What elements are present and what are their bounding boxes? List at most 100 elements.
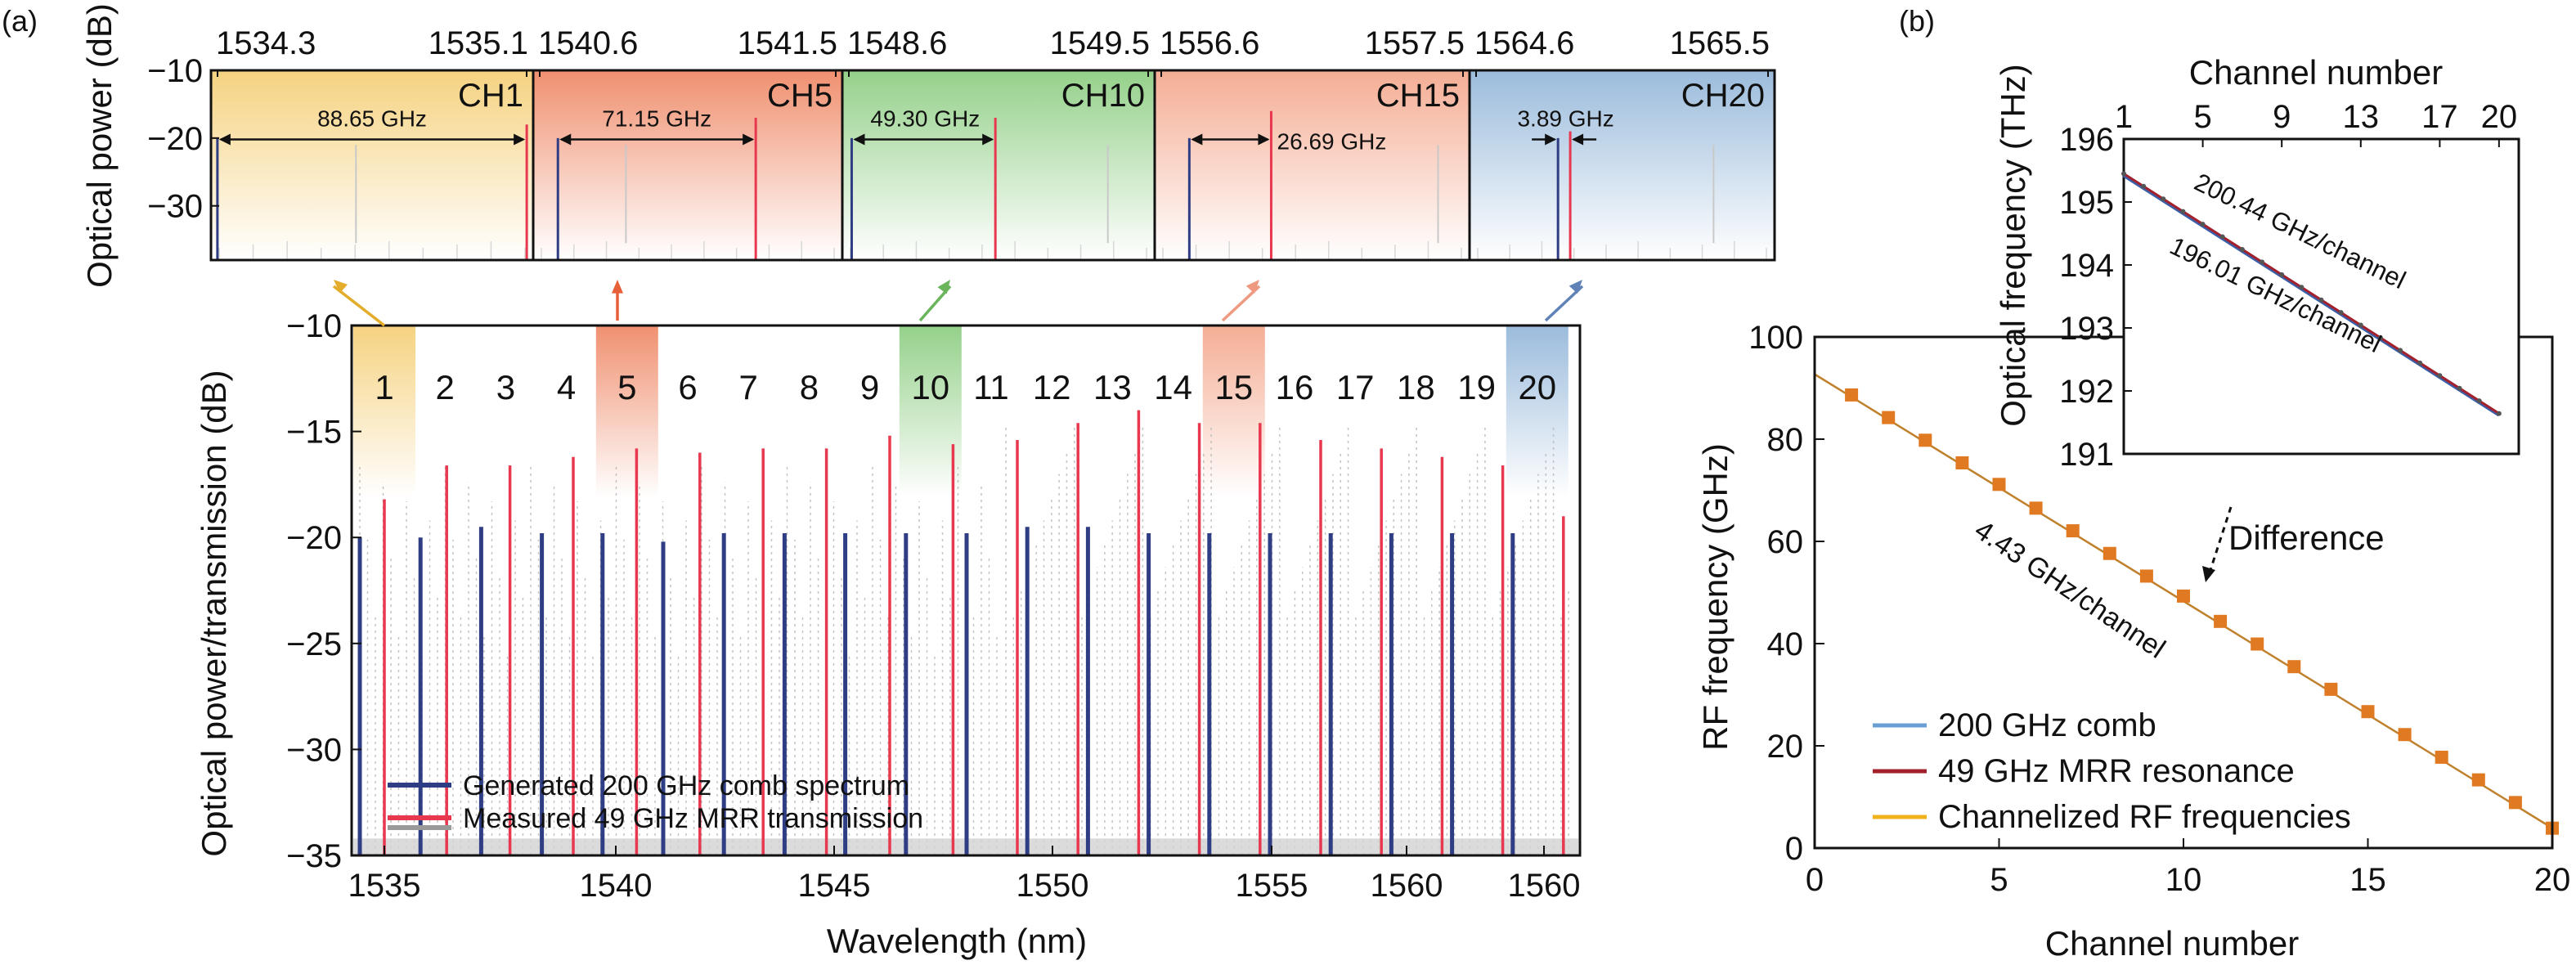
inset-b-point-ch3 [2161, 196, 2166, 202]
panel-label-a: (a) [2, 4, 38, 38]
legend-mrr-label: Measured 49 GHz MRR transmission [463, 803, 923, 834]
difference-arrowhead [2202, 566, 2215, 582]
main-y-tick-label: −25 [286, 626, 342, 662]
rf-point-ch14 [2324, 682, 2338, 696]
channel-label-5: 5 [617, 368, 636, 406]
difference-label: Difference [2228, 518, 2385, 557]
rf-point-ch9 [2139, 569, 2153, 583]
inset-b-y-tick-label: 193 [2059, 311, 2114, 347]
main-x-tick-label: 1560 [1371, 868, 1443, 904]
rf-y-tick-label: 0 [1785, 831, 1803, 867]
inset-b-point-ch4 [2180, 209, 2186, 214]
inset-b-x-tick-label: 20 [2481, 99, 2518, 135]
inset-arrowhead [1191, 133, 1203, 146]
channel-label-15: 15 [1214, 368, 1253, 406]
inset-x-tick-label: 1541.5 [738, 25, 837, 61]
inset-b-point-ch10 [2299, 285, 2304, 290]
inset-ch15-spacing-label: 26.69 GHz [1277, 129, 1387, 155]
inset-link-arrowhead-1 [334, 280, 348, 294]
inset-b-point-ch12 [2338, 310, 2344, 316]
inset-y-tick-label: −20 [147, 121, 203, 157]
inset-b-y-axis-label: Optical frequency (THz) [1994, 64, 2032, 426]
highlight-band-ch1 [353, 325, 415, 497]
inset-b-point-ch13 [2358, 322, 2363, 328]
inset-x-tick-label: 1549.5 [1050, 25, 1150, 61]
inset-ch15-title: CH15 [1376, 78, 1460, 114]
inset-b-comb-line [2122, 173, 2500, 417]
channel-label-11: 11 [973, 368, 1009, 406]
rf-point-ch12 [2251, 637, 2264, 651]
rf-y-tick-label: 20 [1767, 729, 1804, 765]
inset-b-point-ch17 [2437, 373, 2443, 379]
inset-arrowhead [514, 133, 526, 146]
inset-ch5-title: CH5 [767, 78, 832, 114]
inset-link-arrow-1 [332, 285, 386, 327]
rf-y-tick-label: 60 [1767, 524, 1804, 560]
inset-ch1-background [211, 70, 533, 260]
inset-arrowhead [559, 133, 572, 146]
panel-label-b: (b) [1899, 4, 1935, 38]
highlight-band-ch5 [595, 325, 658, 497]
channel-label-2: 2 [436, 368, 455, 406]
inset-b-point-ch6 [2219, 234, 2225, 240]
channel-label-9: 9 [860, 368, 879, 406]
main-y-axis-label: Optical power/transmission (dB) [195, 370, 233, 856]
inset-arrowhead [853, 133, 865, 146]
main-y-tick-label: −20 [286, 520, 342, 556]
inset-ch1-spacing-label: 88.65 GHz [317, 106, 427, 132]
channel-label-17: 17 [1336, 368, 1375, 406]
inset-b-point-ch7 [2239, 246, 2245, 252]
inset-ch15-background [1155, 70, 1470, 260]
rf-x-tick-label: 10 [2165, 862, 2202, 898]
main-x-tick-label: 1550 [1016, 868, 1089, 904]
inset-ch20-frame [1468, 69, 1776, 262]
inset-b-y-tick-label: 195 [2059, 185, 2114, 221]
inset-b-point-ch5 [2200, 222, 2206, 227]
inset-spectra-row: 88.65 GHz CH1 1534.3 1535.1 71.15 GHz CH5 1540… [147, 25, 1776, 262]
channel-label-18: 18 [1397, 368, 1435, 406]
rf-y-tick-label: 40 [1767, 626, 1804, 662]
inset-y-tick-label: −30 [147, 189, 203, 225]
inset-ch5-spacing-label: 71.15 GHz [602, 106, 711, 132]
rf-point-ch16 [2398, 728, 2412, 742]
rf-point-ch2 [1882, 411, 1896, 424]
inset-x-tick-label: 1556.6 [1160, 25, 1259, 61]
main-y-tick-label: −30 [286, 732, 342, 768]
inset-b-point-ch1 [2121, 171, 2126, 177]
inset-b-point-ch8 [2260, 259, 2265, 265]
inset-arrowhead [218, 133, 231, 146]
inset-b-point-ch15 [2398, 348, 2403, 353]
rf-point-ch3 [1919, 433, 1932, 447]
inset-y-tick-label: −10 [147, 53, 203, 89]
inset-b-y-tick-label: 196 [2059, 122, 2114, 158]
main-spectrum-plot: 1 2 3 4 5 6 7 8 9 10 11 12 13 14 15 16 17 18 19 20−10−15−20… [286, 280, 1584, 904]
inset-ch1-title: CH1 [458, 78, 523, 114]
inset-arrowhead [1572, 133, 1584, 146]
inset-y-axis-label: Optical power (dB) [80, 3, 119, 288]
channel-label-16: 16 [1276, 368, 1314, 406]
channel-label-14: 14 [1154, 368, 1192, 406]
inset-ch10-background [842, 70, 1155, 260]
inset-arrowhead [1258, 133, 1270, 146]
inset-ch10-spacing-label: 49.30 GHz [870, 106, 980, 132]
main-x-tick-label: 1540 [580, 868, 653, 904]
main-y-tick-label: −15 [286, 415, 342, 451]
channel-label-1: 1 [375, 368, 393, 406]
channel-label-12: 12 [1033, 368, 1071, 406]
inset-x-tick-label: 1534.3 [216, 25, 316, 61]
main-x-tick-label: 1535 [348, 868, 421, 904]
main-x-tick-label: 1555 [1236, 868, 1308, 904]
rf-y-axis-label: RF frequency (GHz) [1696, 443, 1735, 751]
inset-ch20-spacing-label: 3.89 GHz [1517, 106, 1613, 132]
rf-point-ch10 [2177, 589, 2190, 603]
legend-a: Generated 200 GHz comb spectrum Measured… [388, 770, 923, 834]
rf-point-ch4 [1955, 456, 1969, 469]
inset-b-point-ch18 [2457, 385, 2462, 391]
main-y-tick-label: −35 [286, 838, 342, 874]
rf-point-ch5 [1992, 478, 2006, 491]
channel-label-13: 13 [1093, 368, 1132, 406]
rf-x-tick-label: 15 [2349, 862, 2386, 898]
channel-label-6: 6 [678, 368, 697, 406]
channel-label-3: 3 [496, 368, 515, 406]
